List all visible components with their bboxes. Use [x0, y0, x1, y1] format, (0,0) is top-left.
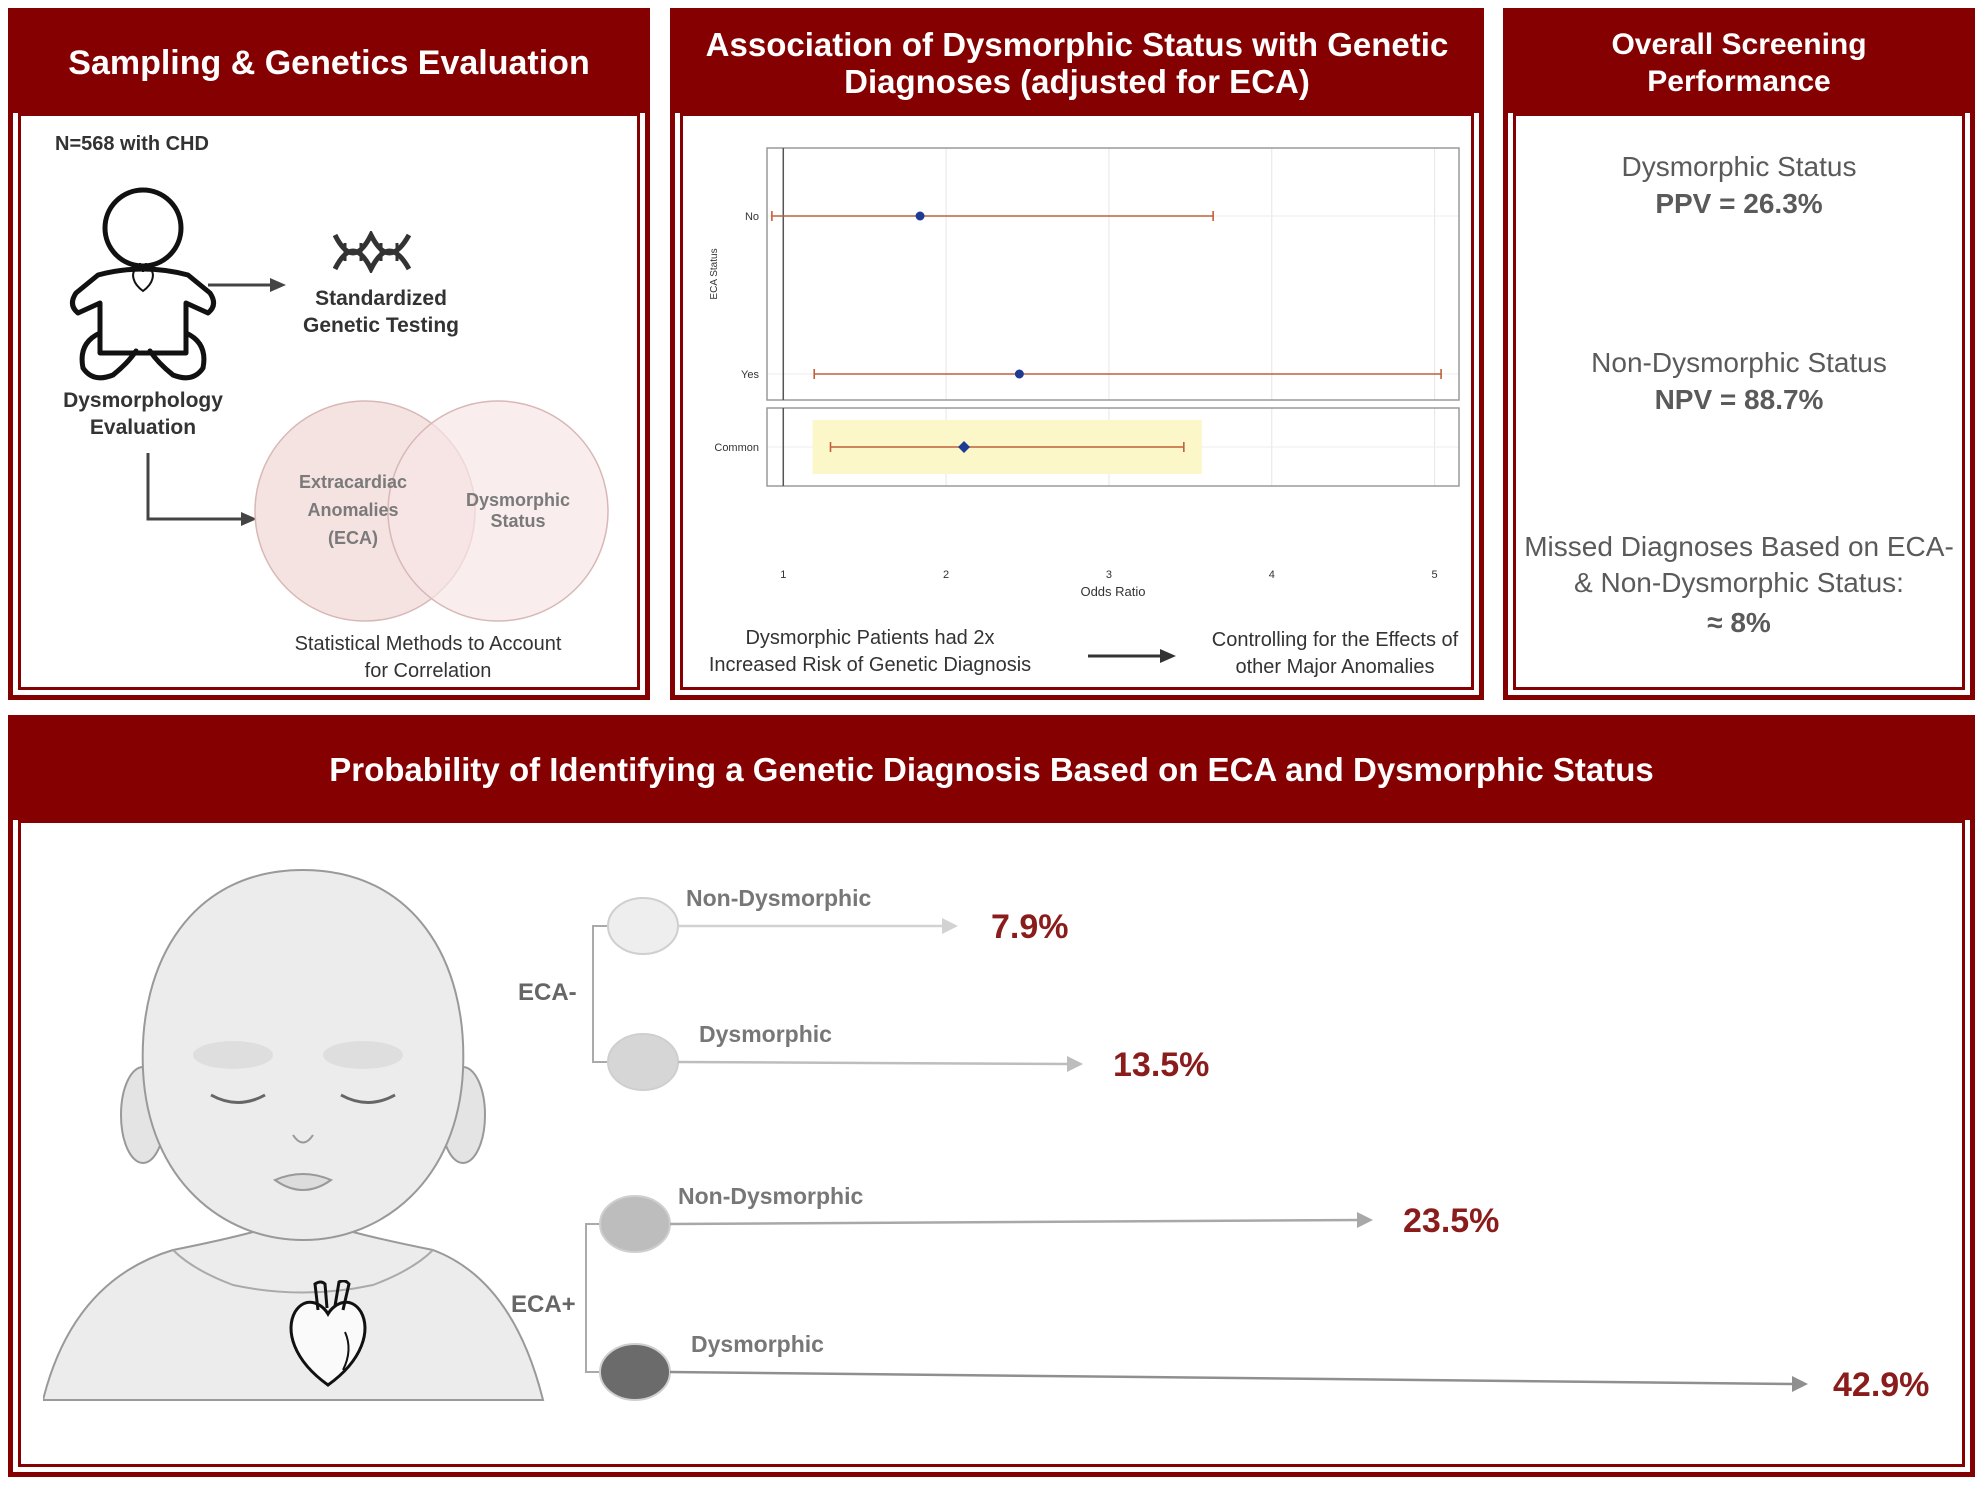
- forest-row-label: Common: [714, 442, 759, 454]
- heart-icon: [132, 263, 154, 293]
- tree-node-circle: [607, 897, 679, 955]
- tree-group-label: ECA+: [511, 1291, 576, 1318]
- forest-ylabel: ECA Status: [709, 248, 720, 299]
- venn-diagram: [254, 400, 609, 622]
- forest-x-tick-label: 1: [780, 569, 786, 581]
- finding-text: Dysmorphic Patients had 2x Increased Ris…: [708, 627, 1032, 676]
- sampling-panel-body: [18, 113, 640, 690]
- tree-branch-label: Non-Dysmorphic: [678, 1183, 864, 1209]
- tree-node-circle: [599, 1195, 671, 1253]
- forest-plot: ECA Status 1 2 3 4 5 No Yes Common Odds Ratio: [709, 147, 1460, 599]
- probability-panel-title: Probability of Identifying a Genetic Dia…: [329, 751, 1654, 788]
- screening-panel-body: [1513, 113, 1965, 690]
- association-panel-title: Association of Dysmorphic Status with Ge…: [705, 26, 1449, 100]
- tree-arrow-head: [1067, 1056, 1083, 1072]
- testing-arrow: [208, 278, 286, 292]
- screening-panel-header: Overall Screening Performance: [1508, 13, 1970, 113]
- dysmorphic-status-label: Dysmorphic Status: [1621, 151, 1857, 182]
- association-panel-body: [680, 113, 1474, 690]
- tree-arrow-head: [1792, 1376, 1808, 1392]
- forest-row-label: No: [745, 211, 759, 223]
- heart-icon: [289, 1280, 367, 1387]
- association-panel: Association of Dysmorphic Status with Ge…: [670, 8, 1484, 700]
- cohort-label: N=568 with CHD: [55, 133, 209, 155]
- tree-arrow-line: [669, 1218, 1360, 1226]
- screening-panel-title: Overall Screening Performance: [1611, 28, 1867, 98]
- tree-probability-value: 23.5%: [1403, 1202, 1499, 1240]
- tree-arrow-line: [669, 1370, 1795, 1386]
- venn-eca-label: Extracardiac Anomalies (ECA): [298, 472, 408, 548]
- dysmorphology-eval-label: Dysmorphology Evaluation: [63, 389, 223, 439]
- forest-row-label: Yes: [741, 369, 759, 381]
- tree-arrow-head: [942, 918, 958, 934]
- tree-probability-value: 7.9%: [991, 908, 1069, 946]
- forest-x-tick-label: 2: [943, 569, 949, 581]
- tree-branch-label: Dysmorphic: [699, 1021, 832, 1047]
- ppv-value: PPV = 26.3%: [1655, 188, 1823, 219]
- tree-branch-label: Dysmorphic: [691, 1331, 824, 1357]
- venn-arrow: [146, 453, 257, 526]
- tree-group-label: ECA-: [518, 979, 577, 1006]
- sampling-panel-title: Sampling & Genetics Evaluation: [68, 43, 590, 82]
- forest-x-tick-label: 3: [1106, 569, 1112, 581]
- missed-diagnoses-label: Missed Diagnoses Based on ECA- & Non-Dys…: [1524, 531, 1954, 598]
- probability-panel: Probability of Identifying a Genetic Dia…: [8, 715, 1975, 1477]
- forest-estimate-point: [958, 441, 971, 453]
- missed-diagnoses-value: ≈ 8%: [1707, 607, 1771, 638]
- forest-x-tick-label: 5: [1432, 569, 1438, 581]
- tree-probability-value: 13.5%: [1113, 1046, 1209, 1084]
- tree-arrow-line: [677, 1060, 1070, 1066]
- probability-panel-header: Probability of Identifying a Genetic Dia…: [13, 720, 1970, 820]
- forest-estimate-point: [915, 211, 925, 221]
- association-panel-header: Association of Dysmorphic Status with Ge…: [675, 13, 1479, 113]
- tree-node-circle: [607, 1033, 679, 1091]
- forest-facet-top: [766, 147, 1460, 401]
- non-dysmorphic-status-label: Non-Dysmorphic Status: [1591, 347, 1887, 378]
- tree-branch-label: Non-Dysmorphic: [686, 885, 872, 911]
- sampling-panel: Sampling & Genetics Evaluation N=568 wit…: [8, 8, 650, 700]
- forest-facet-common: [766, 407, 1460, 487]
- control-text: Controlling for the Effects of other Maj…: [1211, 629, 1459, 678]
- probability-panel-body: [18, 820, 1965, 1467]
- tree-probability-value: 42.9%: [1833, 1366, 1929, 1404]
- baby-outline-icon: [70, 187, 216, 381]
- tree-node-circle: [599, 1343, 671, 1401]
- dna-icon: [333, 231, 411, 273]
- npv-value: NPV = 88.7%: [1654, 384, 1824, 415]
- forest-estimate-point: [1014, 369, 1024, 379]
- forest-x-tick-label: 4: [1269, 569, 1275, 581]
- forest-xlabel: Odds Ratio: [1080, 584, 1145, 599]
- forest-marks: 1 2 3 4 5 No Yes Common: [714, 148, 1442, 581]
- stats-methods-note: Statistical Methods to Account for Corre…: [294, 633, 562, 682]
- venn-dysmorphic-label: Dysmorphic Status: [465, 490, 571, 531]
- venn-circle-dysmorphic: [387, 400, 609, 622]
- tree-arrow-head: [1357, 1212, 1373, 1228]
- genetic-testing-label: Standardized Genetic Testing: [303, 287, 459, 337]
- probability-tree: ECA- Non-Dysmorphic 7.9% Dysmorphic 13.5% ECA…: [511, 885, 1929, 1404]
- screening-panel: Overall Screening Performance Dysmorphic…: [1503, 8, 1975, 700]
- finding-arrow: [1088, 649, 1176, 663]
- sampling-panel-header: Sampling & Genetics Evaluation: [13, 13, 645, 113]
